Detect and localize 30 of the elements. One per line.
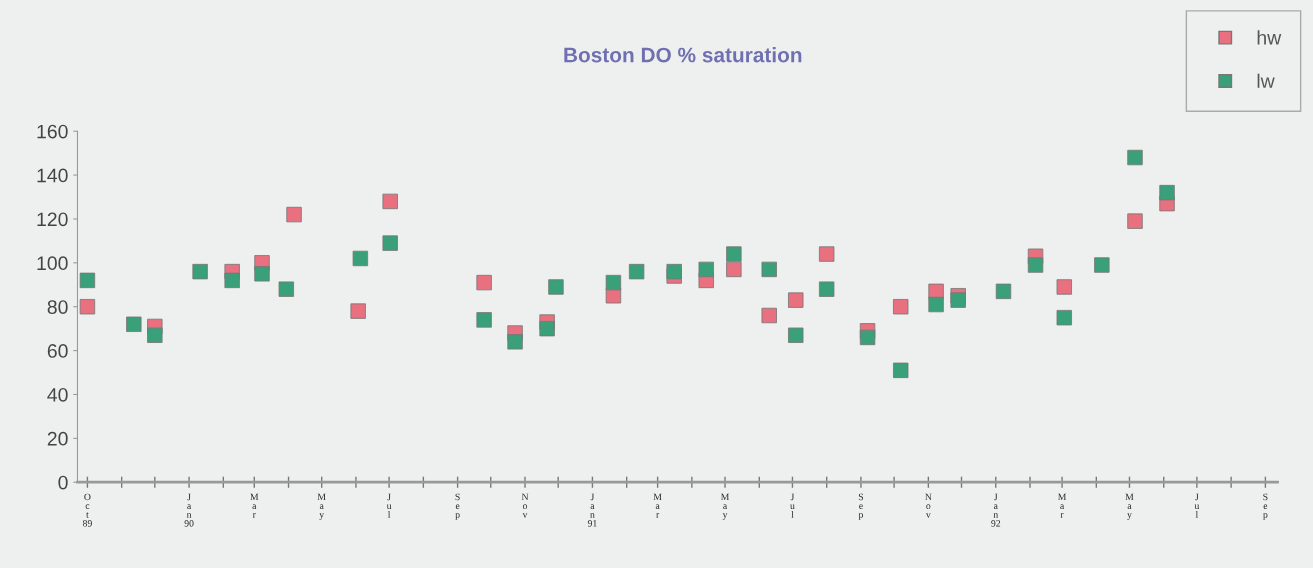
y-tick-label: 0 [58,475,68,490]
x-tick-label: Nov [521,493,529,518]
x-tick-label: Nov [925,493,932,518]
x-tick-label: Jan 91 [587,493,597,527]
x-tick-label: May [1125,493,1134,520]
y-tick-label: 120 [37,212,68,227]
y-tick-label: 20 [47,431,68,446]
y-tick-label: 100 [37,256,68,271]
x-tick-label: Jul [790,493,795,518]
y-tick-label: 160 [37,124,68,139]
x-tick-label: Sep [455,493,460,520]
x-tick-label: Oct 89 [82,493,92,527]
y-tick-label: 40 [47,387,68,402]
x-tick-label: May [720,493,730,520]
x-tick-label: Mar [1058,493,1067,518]
x-tick-label: May [317,493,326,520]
y-tick-label: 60 [47,344,68,358]
x-tick-label: Mar [653,493,662,518]
x-tick-label: Jan 92 [991,493,1001,527]
x-tick-label: Mar [250,493,259,518]
x-tick-label: Jul [386,493,392,518]
x-tick-label: Sep [858,493,864,520]
x-tick-label: Jul [1194,493,1200,518]
chart-title: Boston DO % saturation [564,47,802,63]
legend-label: hw [1257,30,1282,45]
legend-label: lw [1257,73,1275,88]
y-tick-label: 140 [37,168,68,183]
y-tick-label: 80 [47,300,68,314]
x-tick-label: Jan 90 [184,493,194,527]
x-tick-label: Sep [1263,493,1268,520]
